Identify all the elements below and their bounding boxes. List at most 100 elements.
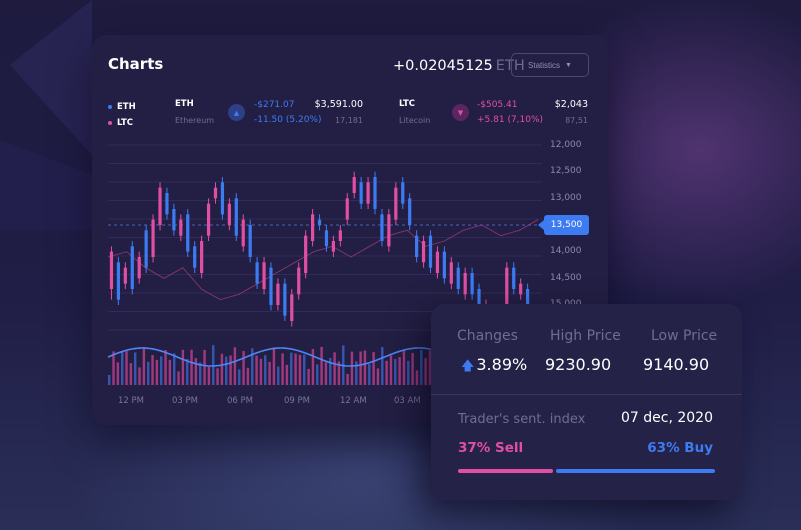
legend-dot-icon — [108, 121, 112, 125]
volume-bar — [407, 360, 410, 385]
volume-bar — [381, 347, 384, 385]
candle-body — [394, 187, 398, 220]
candle-body — [408, 198, 412, 225]
triangle-up-icon: ▲ — [228, 104, 245, 121]
volume-bar — [389, 355, 393, 385]
volume-bar — [173, 353, 176, 385]
candle-body — [144, 230, 148, 268]
candle-body — [269, 267, 273, 305]
volume-bar — [177, 371, 180, 385]
candle-body — [525, 289, 530, 316]
legend-item-eth[interactable]: ETH — [108, 99, 136, 115]
coin-eth-info: ETH Ethereum — [175, 99, 214, 125]
volume-bar — [181, 349, 185, 385]
candle-body — [324, 230, 329, 247]
x-tick-label: 12 AM — [340, 396, 367, 406]
volume-bar — [238, 369, 241, 385]
candle-body — [227, 203, 231, 225]
candle-body — [116, 262, 121, 300]
coin-ltc-info: LTC Litecoin — [399, 99, 430, 125]
candle-body — [477, 289, 481, 316]
coin-volume: 87,51 — [565, 116, 588, 125]
volume-bar — [298, 354, 302, 385]
candle-body — [213, 187, 218, 199]
y-tick-label: 14,000 — [550, 246, 582, 256]
volume-bar — [303, 354, 306, 385]
volume-bar — [372, 352, 375, 385]
current-price-marker: 13,500 — [538, 215, 589, 235]
volume-bar — [385, 360, 388, 385]
price-readout: +0.02045125 ETH — [393, 58, 525, 74]
moving-average-line — [107, 219, 539, 301]
candle-body — [241, 219, 245, 247]
volume-bar — [428, 350, 432, 385]
volume-bar — [151, 355, 154, 385]
candle-body — [137, 257, 141, 279]
low-price-value: 9140.90 — [643, 355, 710, 374]
y-tick-label: 14,500 — [550, 273, 582, 283]
coin-price: $3,591.00 — [314, 99, 363, 110]
candle-body — [248, 225, 252, 257]
candle-body — [387, 214, 391, 247]
volume-bar — [168, 359, 172, 385]
volume-bar — [203, 349, 206, 385]
coin-symbol: LTC — [399, 99, 416, 109]
statistics-dropdown-button[interactable]: Statistics ▼ — [511, 53, 589, 77]
volume-bar — [255, 355, 258, 385]
candle-body — [470, 273, 474, 295]
volume-bar — [186, 358, 189, 385]
candle-body — [165, 193, 169, 215]
candle-body — [255, 262, 259, 284]
volume-bar — [147, 361, 150, 385]
coin-name: Ethereum — [175, 116, 215, 125]
volume-bar — [359, 351, 362, 385]
volume-bar — [194, 358, 198, 385]
volume-trend-line — [107, 347, 453, 367]
caret-down-icon: ▼ — [565, 61, 572, 69]
candle-body — [317, 219, 322, 225]
candle-body — [109, 251, 114, 289]
candle-body — [283, 283, 287, 316]
volume-bar — [134, 352, 137, 385]
candle-body — [435, 251, 440, 273]
candle-body — [373, 177, 377, 209]
panel-divider — [431, 394, 742, 395]
high-price-header: High Price — [550, 328, 621, 344]
candle-body — [193, 246, 197, 268]
price-value: +0.02045125 — [393, 58, 493, 74]
change-abs: -$505.41 — [477, 100, 518, 110]
volume-bar — [199, 362, 202, 385]
volume-bar — [281, 353, 284, 385]
changes-value: 🡅 3.89% — [461, 355, 527, 379]
volume-bar — [324, 362, 328, 385]
volume-bar — [394, 359, 397, 385]
change-pct: -11.50 (5.20%) — [254, 115, 322, 125]
volume-bar — [108, 375, 111, 385]
volume-bar — [142, 347, 146, 385]
volume-bar — [138, 367, 141, 385]
candle-body — [310, 214, 315, 241]
candle-body — [449, 262, 453, 284]
change-pct: +5.81 (7,10%) — [477, 115, 544, 125]
candle-body — [220, 182, 225, 215]
volume-bar — [337, 361, 341, 385]
candle-body — [512, 267, 516, 289]
volume-bar — [242, 351, 245, 385]
coin-ltc-change: -$505.41 +5.81 (7,10%) — [477, 100, 543, 125]
legend-item-ltc[interactable]: LTC — [108, 115, 136, 131]
triangle-down-icon: ▼ — [452, 104, 469, 121]
volume-bar — [376, 368, 380, 385]
volume-bar — [207, 366, 211, 385]
y-tick-label: 13,000 — [550, 193, 582, 203]
candle-body — [276, 283, 280, 305]
candle-body — [186, 214, 190, 252]
volume-bar — [415, 370, 419, 385]
candle-body — [463, 273, 467, 295]
volume-bar — [290, 352, 293, 385]
volume-bar — [320, 346, 323, 385]
legend-label: LTC — [117, 118, 134, 128]
volume-bar — [424, 358, 427, 385]
candle-body — [456, 267, 460, 289]
volume-bar — [246, 367, 250, 385]
